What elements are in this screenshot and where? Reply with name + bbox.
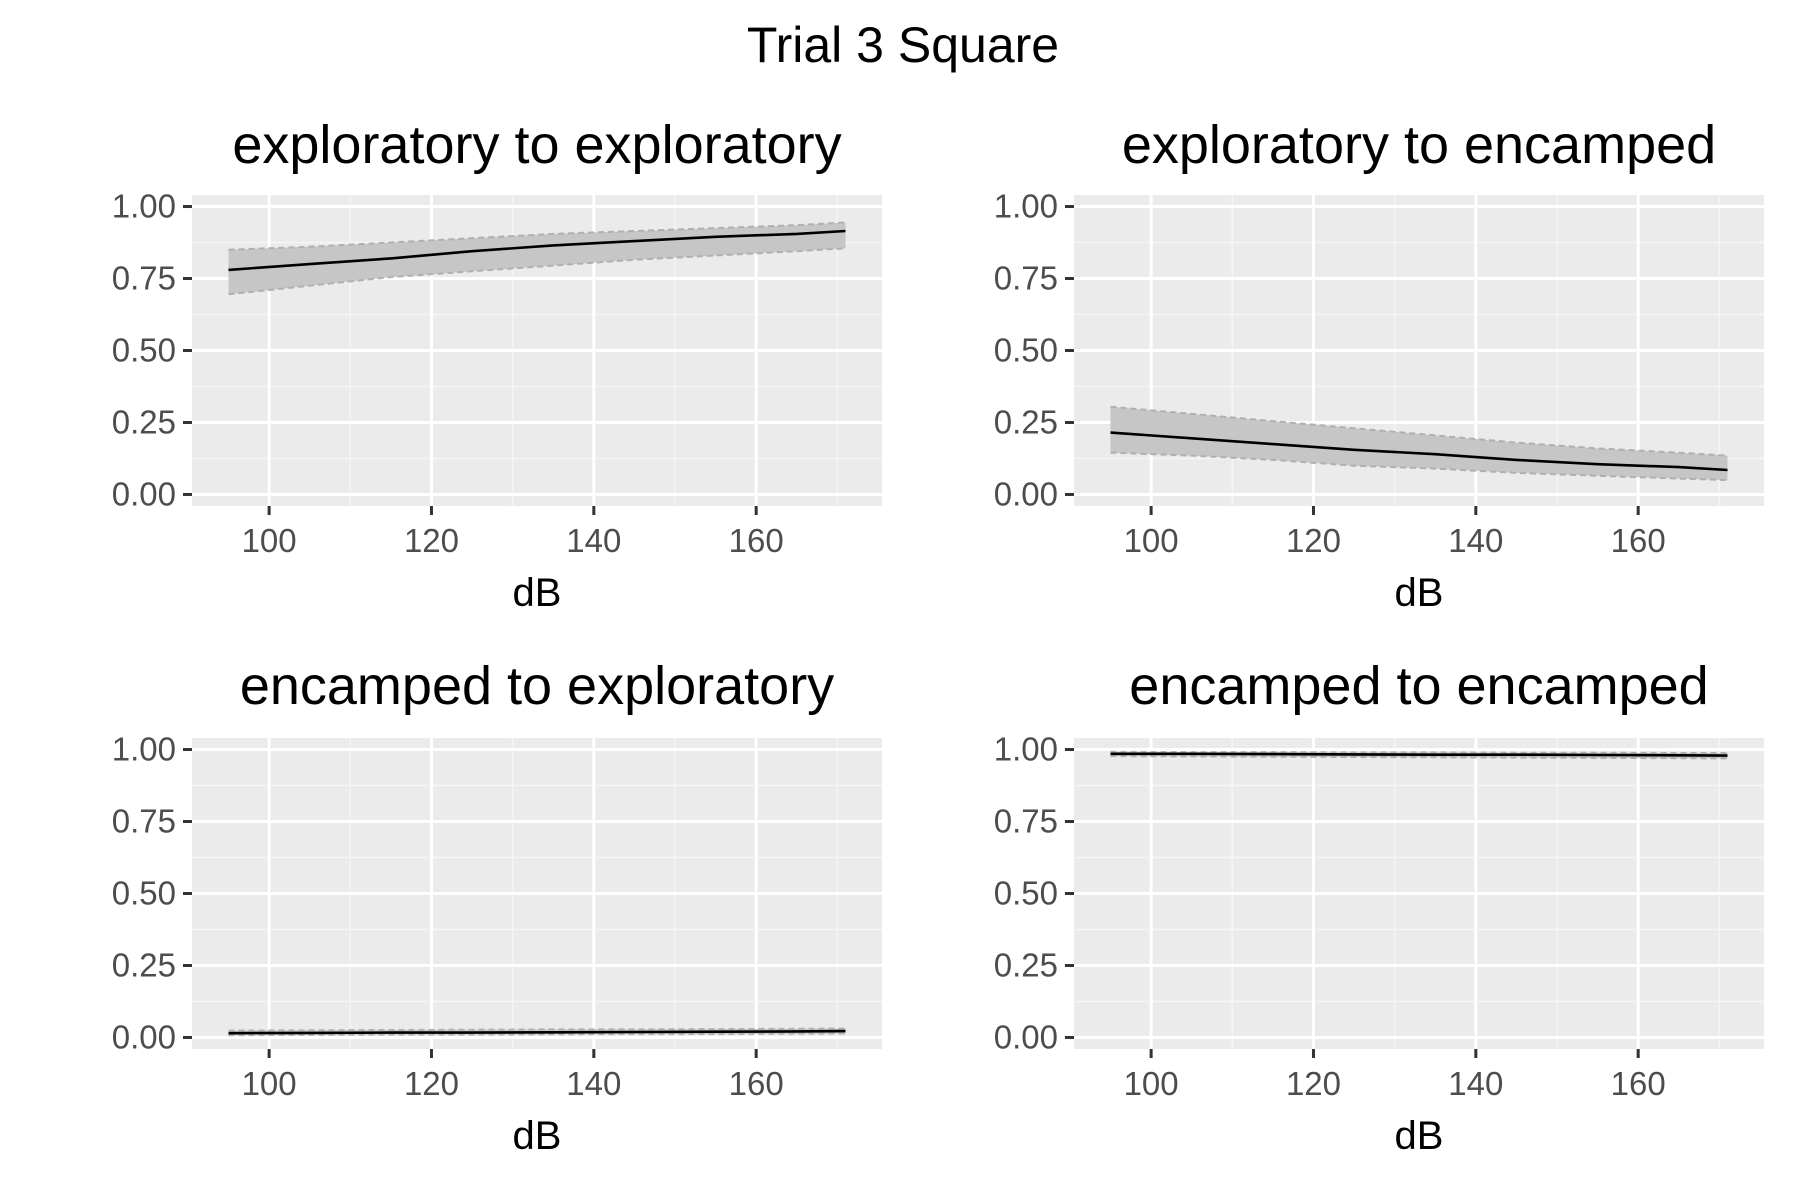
confidence-ribbon: [228, 222, 846, 295]
y-tick-label: 0.50: [112, 875, 176, 912]
x-tick-label: 120: [404, 1065, 459, 1102]
y-tick-label: 0.50: [112, 332, 176, 369]
panel-4: 0.00 0.25 0.50 0.75 1.00 100 120 140 160 dB encamp…: [994, 656, 1764, 1158]
ribbon-upper-bound: [228, 1027, 846, 1032]
y-tick-label: 1.00: [994, 731, 1058, 768]
y-tick-label: 0.00: [994, 475, 1058, 512]
y-tick-label: 0.25: [112, 946, 176, 983]
y-tick-label: 0.75: [112, 803, 176, 840]
ribbon-lower-bound: [228, 1032, 846, 1037]
panel-title: exploratory to exploratory: [232, 115, 841, 175]
y-tick-label: 0.00: [994, 1018, 1058, 1055]
x-tick-label: 100: [242, 522, 297, 559]
x-tick-label: 120: [1286, 522, 1341, 559]
x-axis-label: dB: [513, 571, 562, 615]
x-tick-label: 160: [1611, 522, 1666, 559]
y-tick-label: 0.00: [112, 475, 176, 512]
x-axis-label: dB: [513, 1114, 562, 1158]
ribbon-upper-bound: [1110, 405, 1728, 457]
x-tick-label: 160: [1611, 1065, 1666, 1102]
y-tick-label: 0.75: [994, 260, 1058, 297]
y-tick-label: 0.75: [112, 260, 176, 297]
x-tick-label: 120: [404, 522, 459, 559]
x-tick-label: 140: [566, 1065, 621, 1102]
y-tick-label: 0.50: [994, 332, 1058, 369]
y-tick-label: 0.25: [994, 946, 1058, 983]
y-tick-label: 0.25: [112, 403, 176, 440]
panel-title: encamped to encamped: [1129, 656, 1708, 716]
facet-panels: 0.00 0.25 0.50 0.75 1.00 100 120 140 160 dB explor…: [112, 115, 1764, 1158]
ribbon-lower-bound: [1110, 451, 1728, 482]
fit-line: [1110, 431, 1728, 472]
x-tick-label: 100: [1124, 1065, 1179, 1102]
y-tick-label: 1.00: [112, 188, 176, 225]
figure-title: Trial 3 Square: [747, 17, 1059, 73]
panel-1: 0.00 0.25 0.50 0.75 1.00 100 120 140 160 dB explor…: [112, 115, 882, 615]
x-tick-label: 120: [1286, 1065, 1341, 1102]
x-tick-label: 100: [1124, 522, 1179, 559]
y-tick-label: 0.25: [994, 403, 1058, 440]
ribbon-lower-bound: [1110, 755, 1728, 760]
y-tick-label: 0.00: [112, 1018, 176, 1055]
x-tick-label: 140: [566, 522, 621, 559]
x-tick-label: 160: [729, 522, 784, 559]
x-axis-label: dB: [1395, 571, 1444, 615]
fit-line: [1110, 752, 1728, 757]
ribbon-upper-bound: [228, 221, 846, 251]
x-axis-label: dB: [1395, 1114, 1444, 1158]
x-tick-label: 140: [1448, 522, 1503, 559]
x-tick-label: 100: [242, 1065, 297, 1102]
ribbon-upper-bound: [1110, 750, 1728, 754]
panel-3: 0.00 0.25 0.50 0.75 1.00 100 120 140 160 dB encamp…: [112, 656, 882, 1158]
x-tick-label: 160: [729, 1065, 784, 1102]
panel-2: 0.00 0.25 0.50 0.75 1.00 100 120 140 160 dB explor…: [994, 115, 1764, 615]
y-tick-label: 0.50: [994, 875, 1058, 912]
panel-title: exploratory to encamped: [1122, 115, 1716, 175]
y-tick-label: 1.00: [112, 731, 176, 768]
y-tick-label: 0.75: [994, 803, 1058, 840]
ribbon-lower-bound: [228, 247, 846, 296]
y-tick-label: 1.00: [994, 188, 1058, 225]
fit-line: [228, 1029, 846, 1035]
panel-title: encamped to exploratory: [240, 656, 834, 716]
x-tick-label: 140: [1448, 1065, 1503, 1102]
fit-line: [228, 229, 846, 272]
